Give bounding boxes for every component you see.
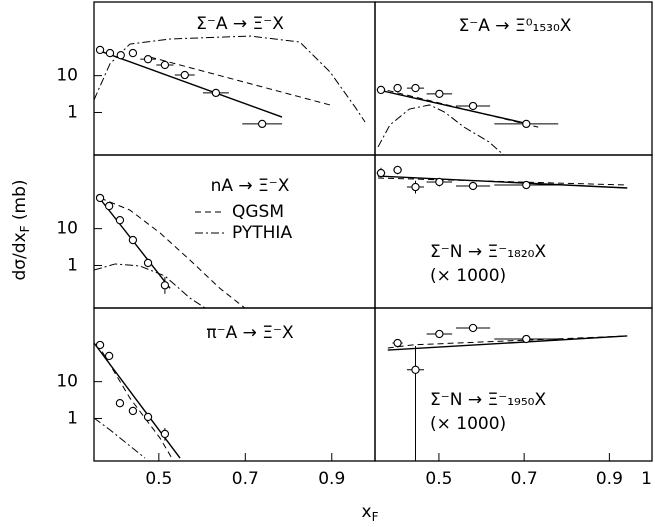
panel-note: (× 1000) (430, 414, 506, 434)
data-point (143, 412, 153, 422)
curve (99, 197, 246, 308)
data-point (128, 235, 138, 245)
panel-title: Σ⁻A → Ξ⁻X (196, 14, 284, 34)
data-point (393, 165, 402, 175)
panel-title: π⁻A → Ξ⁻X (206, 323, 294, 343)
data-point (143, 55, 153, 64)
y-tick-label: 1 (67, 408, 78, 428)
data-point (116, 51, 125, 60)
curve (377, 177, 628, 186)
data-point (522, 119, 531, 129)
data-point (104, 201, 114, 211)
plot-area (387, 323, 628, 461)
x-tick-label: 0.5 (425, 469, 452, 489)
curve (377, 89, 529, 125)
curve (377, 104, 505, 155)
data-point (104, 351, 114, 361)
data-point (435, 329, 444, 339)
data-point (160, 429, 170, 439)
plot-area (376, 83, 559, 155)
panel-note: (× 1000) (430, 266, 506, 286)
y-label-unit: (mb) (10, 179, 30, 225)
data-point (411, 83, 420, 93)
y-tick-label: 10 (56, 219, 78, 239)
panel: 1 10 0.5 0.7 0.9 π⁻A → Ξ⁻X (56, 307, 376, 489)
data-point (105, 48, 115, 58)
curve (96, 49, 283, 118)
legend-label: QGSM (232, 202, 284, 222)
y-tick-label: 10 (56, 66, 78, 86)
data-point (115, 216, 125, 225)
curve (377, 87, 539, 128)
panel: Σ⁻A → Ξ⁰₁₅₃₀X (374, 1, 653, 156)
data-point (435, 177, 444, 187)
y-tick-label: 10 (56, 372, 78, 392)
data-point (376, 85, 386, 95)
plot-area (94, 193, 246, 308)
panel-frame (374, 307, 653, 462)
data-point (435, 89, 444, 99)
data-point (258, 119, 267, 129)
x-tick-label: 0.9 (318, 469, 345, 489)
curve (94, 263, 206, 308)
x-axis-label: xF (362, 502, 379, 524)
data-point (95, 45, 105, 55)
data-point (115, 399, 125, 408)
data-point (522, 180, 531, 190)
data-point (180, 70, 189, 80)
data-point (95, 340, 105, 350)
panel: Σ⁻N → Ξ⁻₁₈₂₀X (× 1000) (374, 154, 653, 309)
curve (94, 417, 146, 459)
panel: 0.5 0.7 0.9 1 Σ⁻N → Ξ⁻₁₉₅₀X (× 1000) (374, 307, 653, 489)
panel-title: nA → Ξ⁻X (211, 176, 290, 196)
curve (94, 35, 366, 123)
data-point (411, 365, 420, 374)
panel-title: Σ⁻N → Ξ⁻₁₉₅₀X (430, 390, 546, 410)
data-point (143, 258, 153, 268)
x-tick-label: 1 (641, 469, 652, 489)
data-point (211, 88, 221, 98)
y-label-sub: F (18, 225, 32, 232)
data-point (128, 48, 138, 58)
curve (94, 342, 181, 459)
y-label-main: dσ/dx (10, 232, 30, 280)
data-point (468, 323, 478, 333)
data-point (468, 181, 478, 191)
data-point (160, 60, 170, 70)
x-label-main: x (362, 502, 372, 522)
legend-label: PYTHIA (232, 223, 292, 243)
data-point (376, 168, 386, 178)
data-point (128, 406, 138, 416)
data-point (160, 281, 170, 290)
y-axis-label: dσ/dxF (mb) (10, 179, 32, 280)
curve (387, 335, 628, 351)
plot-area (94, 340, 181, 459)
x-tick-label: 0.7 (511, 469, 538, 489)
data-point (468, 101, 478, 111)
y-tick-label: 1 (67, 102, 78, 122)
data-point (95, 193, 105, 203)
curve (387, 335, 628, 349)
plot-area (94, 35, 366, 129)
data-point (393, 338, 402, 348)
x-tick-label: 0.5 (145, 469, 172, 489)
data-point (522, 334, 531, 344)
x-tick-label: 0.7 (232, 469, 259, 489)
data-point (411, 182, 420, 192)
curve (96, 342, 173, 459)
y-tick-label: 1 (67, 255, 78, 275)
x-tick-label: 0.9 (596, 469, 623, 489)
panel-title: Σ⁻N → Ξ⁻₁₈₂₀X (430, 242, 546, 262)
data-point (393, 83, 402, 93)
plot-area (376, 165, 628, 194)
panel-title: Σ⁻A → Ξ⁰₁₅₃₀X (459, 16, 572, 36)
x-label-sub: F (372, 510, 379, 524)
panel: 1 10 Σ⁻A → Ξ⁻X (56, 1, 376, 156)
curve (150, 56, 331, 106)
